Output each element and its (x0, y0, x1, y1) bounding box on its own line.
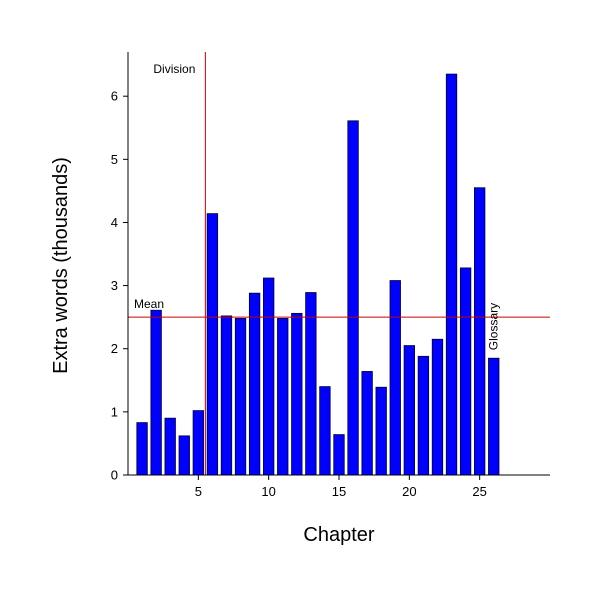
bar-chapter-22 (431, 338, 444, 476)
bars-group (136, 73, 500, 476)
bar-chapter-9 (248, 292, 261, 476)
bar-chapter-8 (234, 318, 247, 476)
bar-chapter-4 (178, 435, 190, 476)
bar-chapter-7 (220, 315, 233, 476)
y-tick-label: 5 (111, 152, 118, 167)
division-label: Division (153, 62, 195, 76)
bar-chapter-10 (263, 277, 275, 476)
y-tick-label: 6 (111, 89, 118, 104)
x-axis-title: Chapter (303, 524, 374, 546)
bar-chapter-6 (206, 213, 219, 476)
y-tick-label: 4 (111, 215, 118, 230)
bar-chapter-19 (389, 280, 401, 476)
bar-chapter-11 (277, 318, 289, 476)
bar-chapter-20 (403, 345, 415, 476)
bar-chapter-14 (319, 386, 331, 476)
bar-chapter-3 (164, 417, 176, 476)
x-tick-label: 20 (402, 484, 416, 499)
y-tick-label: 2 (111, 341, 118, 356)
bar-chapter-21 (417, 355, 430, 476)
bar-chapter-18 (375, 386, 387, 476)
bar-chapter-26 (488, 357, 500, 476)
bar-chapter-23 (445, 73, 458, 476)
y-tick-label: 0 (111, 468, 118, 483)
bar-chapter-17 (361, 371, 373, 476)
bar-chapter-2 (150, 309, 162, 476)
bar-chapter-24 (459, 267, 472, 476)
glossary-label: Glossary (487, 303, 501, 350)
mean-label: Mean (134, 297, 164, 311)
bar-chapter-12 (291, 312, 303, 476)
bar-chapter-5 (192, 410, 204, 476)
y-tick-label: 3 (111, 278, 118, 293)
x-tick-label: 15 (332, 484, 346, 499)
bar-chapter-15 (333, 434, 345, 476)
x-tick-label: 5 (195, 484, 202, 499)
bar-chapter-16 (347, 120, 359, 476)
x-tick-label: 10 (261, 484, 275, 499)
axes-group (127, 52, 550, 476)
ticks-group: 0 1 2 3 4 5 6 5 10 15 20 25 (111, 89, 487, 499)
x-tick-label: 25 (472, 484, 486, 499)
reference-lines-group (128, 52, 550, 475)
y-tick-label: 1 (111, 404, 118, 419)
bar-chapter-1 (136, 422, 148, 476)
bar-chapter-25 (474, 187, 486, 476)
y-axis-title: Extra words (thousands) (50, 157, 72, 374)
bar-chapter-13 (305, 292, 317, 476)
